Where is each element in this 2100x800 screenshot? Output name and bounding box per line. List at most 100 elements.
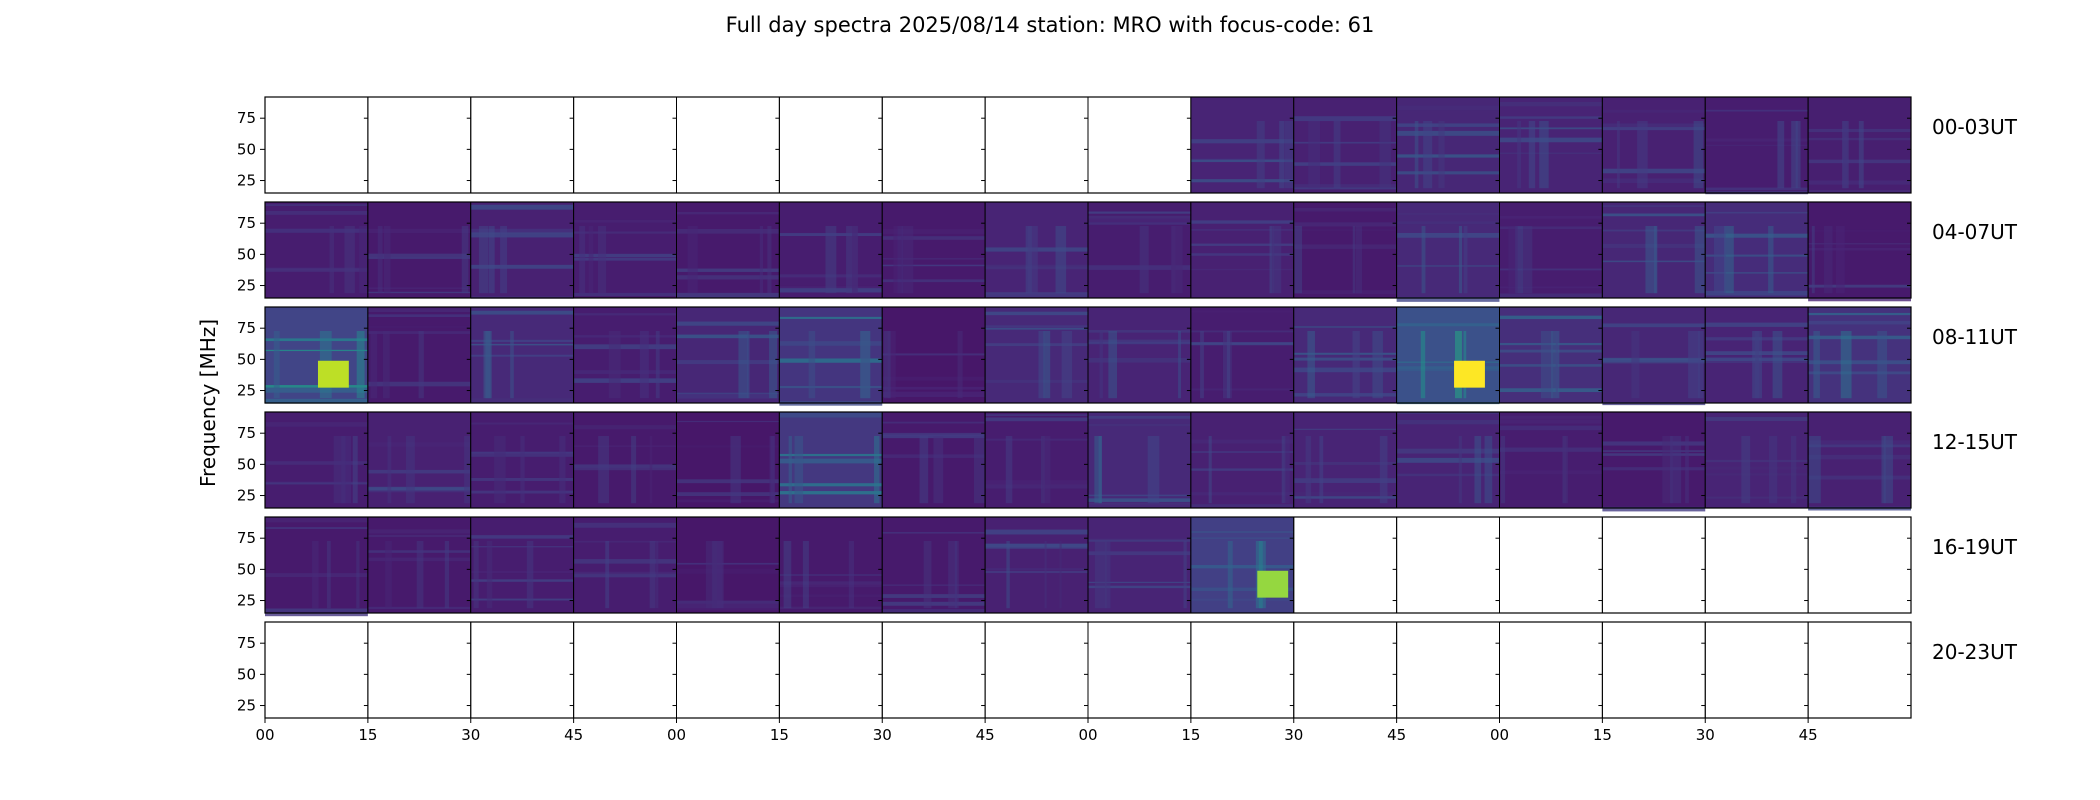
spectrum-panel: [881, 411, 986, 509]
spectrum-panel: [1396, 411, 1500, 509]
frequency-band: [779, 491, 883, 495]
frequency-band: [676, 393, 780, 399]
frequency-band: [1808, 312, 1911, 316]
y-tick-label: 50: [237, 560, 256, 578]
frequency-band: [573, 335, 677, 338]
panel-background: [1396, 307, 1500, 403]
burst-stripe: [1042, 436, 1051, 504]
frequency-band: [1293, 141, 1397, 144]
burst-stripe: [649, 541, 656, 609]
frequency-band: [470, 422, 574, 425]
burst-stripe: [473, 541, 479, 609]
frequency-band: [882, 421, 986, 424]
frequency-band: [985, 438, 1088, 441]
burst-stripe: [1279, 121, 1285, 189]
burst-stripe: [1637, 121, 1648, 189]
frequency-band: [1293, 187, 1397, 190]
burst-stripe: [1006, 541, 1010, 609]
spectrum-panel: [1190, 621, 1295, 719]
x-tick-label: 30: [873, 726, 892, 744]
burst-stripe: [444, 541, 450, 609]
panel-frame: [1293, 621, 1398, 719]
burst-stripe: [1551, 331, 1560, 399]
burst-stripe: [948, 541, 959, 609]
burst-stripe: [1698, 331, 1704, 399]
frequency-band: [573, 313, 677, 316]
frequency-band: [1293, 162, 1397, 166]
frequency-band: [470, 264, 574, 269]
x-tick-label: 30: [1696, 726, 1715, 744]
frequency-band: [265, 517, 368, 523]
spectrum-panel: [264, 96, 369, 194]
burst-stripe: [874, 436, 880, 504]
y-tick-label: 75: [237, 634, 256, 652]
burst-stripe: [1269, 226, 1272, 294]
frequency-band: [1088, 330, 1191, 333]
burst-stripe: [1528, 121, 1536, 189]
frequency-band: [1088, 423, 1191, 427]
burst-stripe: [370, 331, 378, 399]
burst-stripe: [333, 436, 346, 504]
frequency-band: [1293, 393, 1397, 397]
frequency-band: [1705, 417, 1809, 422]
burst-stripe: [341, 436, 352, 504]
frequency-band: [676, 229, 780, 234]
frequency-band: [1190, 492, 1294, 496]
burst-stripe: [1772, 331, 1783, 399]
burst-stripe: [1183, 541, 1187, 609]
burst-stripe: [1272, 226, 1282, 294]
burst-stripe: [1139, 226, 1149, 294]
row-time-label: 00-03UT: [1932, 115, 2018, 139]
panel-frame: [1087, 621, 1192, 719]
frequency-band: [1088, 581, 1191, 584]
panel-background: [470, 517, 574, 613]
spectrum-panel: [1601, 621, 1706, 719]
frequency-band: [1088, 215, 1191, 220]
burst-stripe: [1372, 331, 1383, 399]
spectrum-panel: [573, 201, 677, 299]
panel-frame: [1499, 516, 1603, 614]
burst-stripe: [356, 331, 365, 399]
frequency-band: [1808, 506, 1911, 511]
panel-background: [1396, 202, 1500, 298]
frequency-band: [470, 535, 574, 539]
burst-stripe: [1038, 331, 1045, 399]
burst-stripe: [1208, 436, 1212, 504]
burst-stripe: [416, 541, 424, 609]
panel-frame: [1601, 516, 1706, 614]
spectrum-panel: [1087, 621, 1192, 719]
x-tick-label: 45: [1387, 726, 1406, 744]
frequency-band: [779, 458, 883, 464]
frequency-band: [1293, 461, 1397, 465]
frequency-band: [1499, 286, 1603, 289]
frequency-band: [676, 392, 780, 395]
burst-stripe: [605, 541, 610, 609]
spectrum-panel: [1293, 411, 1398, 509]
spectrum-panel: [778, 411, 883, 509]
frequency-band: [1705, 496, 1809, 499]
burst-stripe: [1463, 226, 1468, 294]
frequency-band: [367, 442, 471, 447]
x-tick-label: 00: [255, 726, 274, 744]
frequency-band: [1293, 184, 1397, 188]
frequency-band: [470, 204, 574, 210]
frequency-band: [1602, 467, 1706, 471]
frequency-band: [1602, 168, 1706, 174]
burst-stripe: [1319, 436, 1324, 504]
panel-frame: [470, 96, 575, 194]
burst-stripe: [1693, 121, 1704, 189]
spectrum-panel: [778, 201, 883, 299]
y-tick-label: 25: [237, 172, 256, 190]
burst-stripe: [1741, 436, 1751, 504]
burst-stripe: [1484, 436, 1493, 504]
frequency-band: [1808, 360, 1911, 365]
spectrum-panel: [264, 411, 369, 509]
burst-stripe: [1824, 226, 1833, 294]
x-tick-label: 15: [1181, 726, 1200, 744]
frequency-band: [1396, 297, 1500, 302]
burst-stripe: [1061, 331, 1073, 399]
frequency-band: [1602, 453, 1706, 456]
frequency-band: [882, 601, 986, 606]
spectrum-panel: [1293, 621, 1398, 719]
frequency-band: [1499, 293, 1603, 298]
